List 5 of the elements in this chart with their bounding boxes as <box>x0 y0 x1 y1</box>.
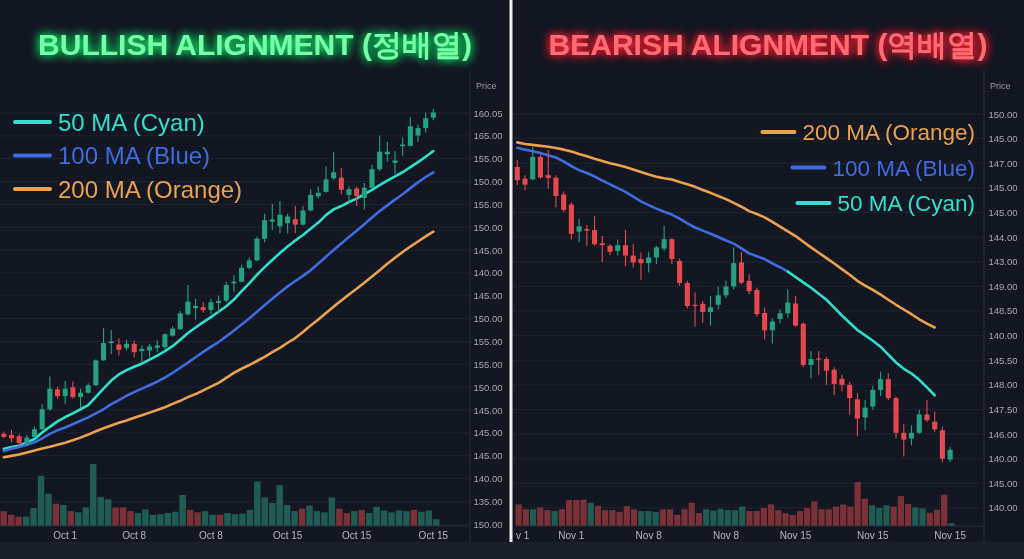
legend-label: 100 MA (Blue) <box>58 142 211 170</box>
legend-label: 200 MA (Orange) <box>802 120 975 146</box>
title: BULLISH ALIGNMENT (정배열) <box>38 28 472 61</box>
title: BEARISH ALIGNMENT (역배열) <box>548 28 988 61</box>
legend-label: 50 MA (Cyan) <box>58 108 205 136</box>
